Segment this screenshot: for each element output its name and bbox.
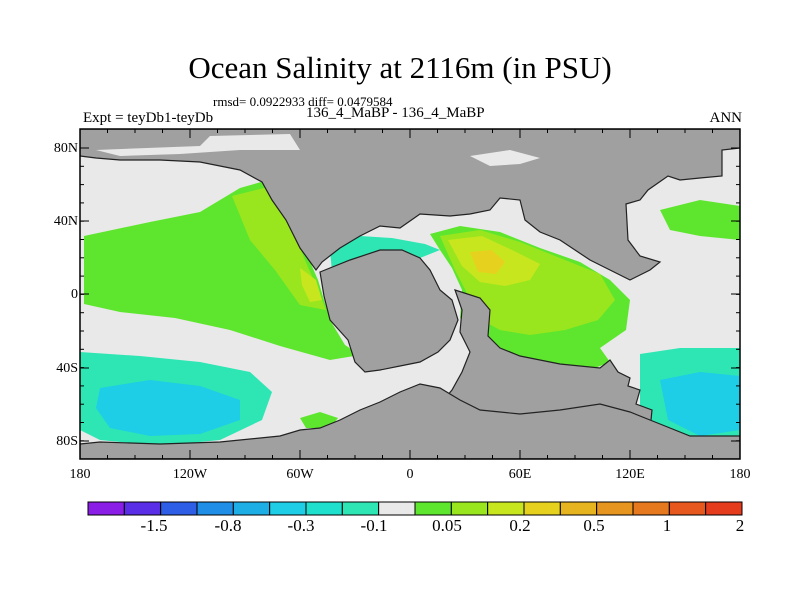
north-pacific-positive-region <box>660 200 740 240</box>
stats-line: rmsd= 0.0922933 diff= 0.0479584 <box>213 94 393 109</box>
colorbar-swatch <box>559 501 598 516</box>
arctic-near-zero-strip <box>96 134 300 156</box>
colorbar-label: -1.5 <box>140 516 168 535</box>
lat-tick-40s: 40S <box>56 361 78 376</box>
lat-tick-0: 0 <box>71 287 78 302</box>
axis-ticks <box>79 129 741 459</box>
central-continent <box>319 249 459 373</box>
land-masses <box>80 129 740 459</box>
colorbar-swatch <box>87 501 125 516</box>
colorbar-label: 0.05 <box>432 516 462 535</box>
colorbar-swatch <box>232 501 271 516</box>
colorbar <box>87 501 743 516</box>
lon-tick-60e: 60E <box>508 467 532 482</box>
colorbar-swatch <box>160 501 198 516</box>
season-label: ANN <box>709 110 743 126</box>
indian-max-region <box>470 250 505 274</box>
colorbar-swatch <box>487 501 525 516</box>
lat-tick-40n: 40N <box>53 214 78 229</box>
lon-tick-180w: 180 <box>69 467 91 482</box>
colorbar-swatch <box>341 501 380 516</box>
lat-tick-80s: 80S <box>56 434 78 449</box>
colorbar-swatch <box>523 501 561 516</box>
colorbar-label: 2 <box>735 516 745 535</box>
pacific-peak-region <box>300 268 322 302</box>
map-area <box>80 129 740 459</box>
southeast-strong-negative-region <box>660 372 740 436</box>
colorbar-label: 0.2 <box>509 516 531 535</box>
lon-tick-120e: 120E <box>615 467 645 482</box>
lon-tick-120w: 120W <box>172 467 208 482</box>
colorbar-swatch <box>414 501 452 516</box>
lon-tick-0: 0 <box>406 467 414 482</box>
colorbar-label: 0.5 <box>583 516 605 535</box>
colorbar-swatch <box>123 501 162 516</box>
colorbar-swatch <box>269 501 307 516</box>
south-pacific-strong-negative-region <box>96 380 240 436</box>
lat-tick-80n: 80N <box>53 141 78 156</box>
north-landmass <box>80 129 740 281</box>
colorbar-swatch <box>450 501 489 516</box>
colorbar-swatch <box>378 501 416 516</box>
colorbar-label: 1 <box>662 516 672 535</box>
south-landmass <box>80 383 740 459</box>
arctic-east-near-zero-strip <box>470 150 540 166</box>
experiment-label: Expt = teyDb1-teyDb <box>83 110 214 126</box>
colorbar-swatch <box>705 501 743 516</box>
colorbar-label: -0.8 <box>214 516 242 535</box>
colorbar-label: -0.3 <box>287 516 315 535</box>
colorbar-swatch <box>196 501 234 516</box>
colorbar-swatch <box>596 501 634 516</box>
colorbar-swatch <box>305 501 343 516</box>
lon-tick-180e: 180 <box>729 467 751 482</box>
run-label: 136_4_MaBP - 136_4_MaBP <box>306 105 485 121</box>
lon-tick-60w: 60W <box>286 467 314 482</box>
map-title: Ocean Salinity at 2116m (in PSU) <box>188 50 612 85</box>
colorbar-swatch <box>632 501 670 516</box>
colorbar-swatch <box>668 501 707 516</box>
colorbar-label: -0.1 <box>360 516 388 535</box>
